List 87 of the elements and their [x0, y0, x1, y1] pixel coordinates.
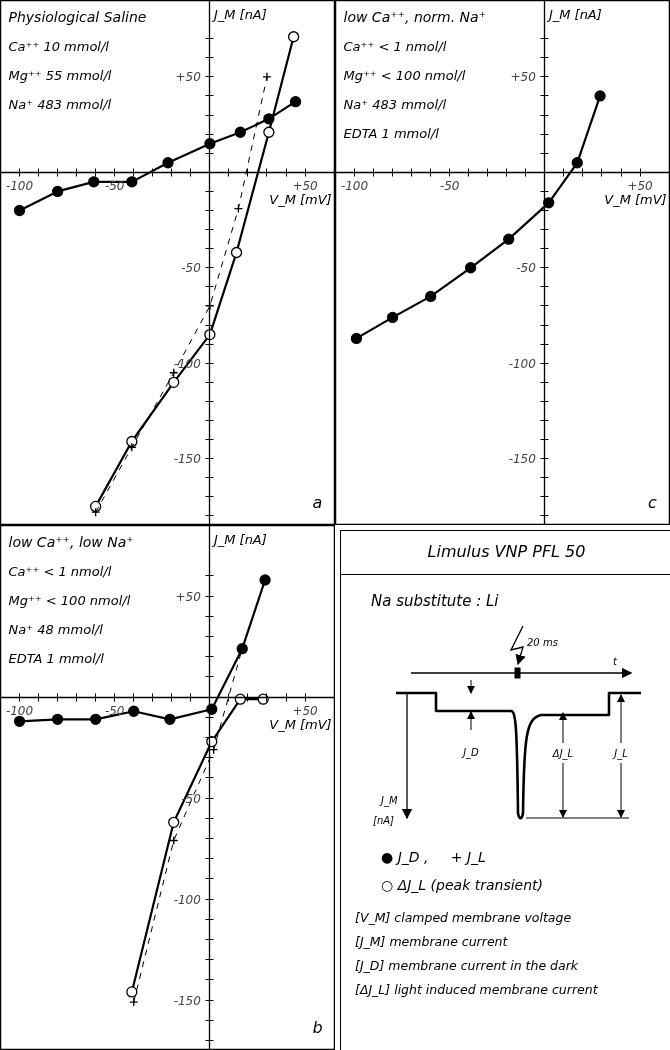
annotation: Mg⁺⁺ < 100 nmol/l	[343, 67, 466, 83]
y-tick-label: -150	[508, 452, 537, 467]
x-tick-label: -100	[340, 179, 369, 194]
point	[234, 126, 246, 138]
point	[164, 713, 176, 725]
point	[289, 96, 302, 108]
x-axis-title: V_M [mV]	[269, 192, 332, 208]
text: [J_M] membrane current	[355, 933, 509, 951]
y-tick-label: -150	[173, 993, 202, 1008]
annotation: Ca⁺⁺ < 1 nmol/l	[8, 563, 112, 579]
point	[263, 126, 275, 138]
text: ● J_D , + J_L	[381, 849, 486, 866]
x-tick-label: +50	[627, 179, 654, 194]
y-tick-label: +50	[510, 70, 537, 85]
point	[51, 185, 64, 198]
point	[543, 197, 555, 209]
point	[126, 176, 138, 188]
text: [nA]	[373, 815, 395, 827]
point	[91, 507, 101, 517]
x-tick-label: -100	[5, 704, 34, 719]
y-tick-label: -50	[181, 261, 202, 276]
text: 20 ms	[527, 637, 558, 649]
y-axis-title: J_M [nA]	[210, 6, 267, 22]
annotation: EDTA 1 mmol/l	[8, 650, 105, 666]
x-tick-label: -50	[104, 704, 125, 719]
y-tick-label: -150	[173, 452, 202, 467]
annotation: Ca⁺⁺ < 1 nmol/l	[343, 38, 447, 54]
point	[13, 204, 26, 217]
point	[386, 311, 399, 324]
annotation: Na⁺ 483 mmol/l	[343, 96, 447, 112]
text: Physiological Saline	[8, 8, 147, 25]
x-tick-label: -50	[104, 179, 125, 194]
point	[128, 705, 140, 717]
y-tick-label: +50	[175, 589, 202, 604]
y-axis-title: J_M [nA]	[545, 6, 602, 22]
y-tick-label: -100	[508, 356, 537, 371]
point	[503, 233, 515, 245]
text: low Ca⁺⁺, low Na⁺	[8, 533, 134, 550]
annotation: c	[648, 492, 658, 512]
point	[425, 290, 437, 303]
y-tick-label: -50	[516, 261, 537, 276]
point	[287, 31, 300, 43]
x-tick-label: -100	[5, 179, 34, 194]
point	[126, 435, 138, 448]
point	[594, 90, 606, 102]
text: ○ ΔJ_L (peak transient)	[381, 876, 545, 896]
x-tick-label: -50	[439, 179, 460, 194]
point	[168, 816, 180, 828]
annotation: a	[312, 492, 323, 512]
annotation: Na⁺ 483 mmol/l	[8, 96, 112, 112]
point	[88, 176, 100, 188]
point	[571, 157, 583, 169]
x-axis-title: V_M [mV]	[604, 192, 667, 208]
text: [V_M] clamped membrane voltage	[355, 909, 573, 928]
x-axis-title: V_M [mV]	[269, 717, 332, 733]
point	[168, 376, 180, 388]
point	[13, 715, 26, 728]
point	[51, 713, 64, 725]
text: Limulus VNP PFL 50	[341, 531, 670, 575]
text: J_D	[461, 747, 480, 760]
point	[90, 713, 102, 725]
point	[162, 157, 174, 169]
text: ΔJ_L	[551, 748, 574, 761]
point	[230, 246, 243, 259]
annotation: Na⁺ 48 mmol/l	[8, 621, 104, 637]
point	[126, 986, 138, 998]
text: J_M	[379, 795, 398, 808]
annotation: Mg⁺⁺ 55 mmol/l	[8, 67, 112, 83]
annotation: EDTA 1 mmol/l	[343, 125, 440, 141]
annotation: Ca⁺⁺ 10 mmol/l	[8, 38, 110, 54]
text: t	[613, 656, 618, 668]
text: J_L	[612, 748, 628, 761]
text: low Ca⁺⁺, norm. Na⁺	[343, 8, 487, 25]
x-tick-label: +50	[292, 704, 319, 719]
annotation: Mg⁺⁺ < 100 nmol/l	[8, 592, 131, 608]
y-tick-label: -100	[173, 892, 202, 907]
point	[350, 332, 363, 345]
y-axis-title: J_M [nA]	[210, 531, 267, 547]
y-tick-label: +50	[175, 70, 202, 85]
text: Na substitute : Li	[371, 590, 500, 612]
annotation: b	[312, 1017, 323, 1037]
text: [ΔJ_L] light induced membrane current	[355, 980, 599, 999]
point	[464, 262, 477, 274]
point	[262, 72, 272, 82]
x-tick-label: +50	[292, 179, 319, 194]
text: [J_D] membrane current in the dark	[355, 956, 580, 975]
point	[129, 997, 139, 1007]
